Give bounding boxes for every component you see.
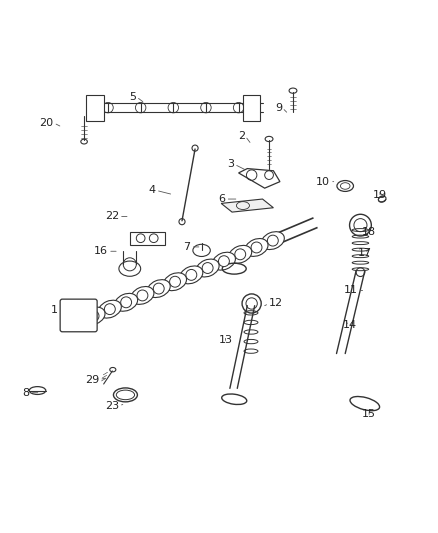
Text: 22: 22 [105,212,119,221]
Ellipse shape [115,293,138,311]
Text: 11: 11 [344,286,358,295]
Text: 16: 16 [94,246,108,256]
Ellipse shape [121,297,131,308]
Text: 18: 18 [362,227,376,237]
Text: 4: 4 [149,185,156,195]
Text: 3: 3 [227,159,234,169]
Ellipse shape [212,252,236,270]
Text: 1: 1 [51,305,58,315]
Text: 8: 8 [22,387,30,398]
Text: 2: 2 [238,131,245,141]
Text: 7: 7 [184,242,191,252]
Ellipse shape [170,276,180,287]
Text: 29: 29 [85,375,99,385]
Text: 6: 6 [219,194,226,204]
Polygon shape [221,199,273,212]
Ellipse shape [99,300,121,318]
Ellipse shape [267,235,278,246]
Ellipse shape [251,242,262,253]
Ellipse shape [82,307,105,325]
Bar [86,94,104,120]
Text: 5: 5 [129,92,136,102]
Text: 17: 17 [358,248,372,259]
Ellipse shape [137,290,148,301]
Bar [243,94,260,120]
Ellipse shape [196,259,219,277]
Ellipse shape [245,239,268,256]
Ellipse shape [131,287,154,304]
Ellipse shape [153,283,164,294]
Ellipse shape [229,245,252,263]
Ellipse shape [235,249,246,260]
Text: 15: 15 [362,409,376,419]
Text: 12: 12 [269,298,283,309]
FancyBboxPatch shape [60,299,97,332]
Ellipse shape [186,270,197,280]
Ellipse shape [163,273,187,290]
Text: 9: 9 [275,103,282,112]
Text: 23: 23 [105,401,119,411]
Ellipse shape [104,304,115,314]
Ellipse shape [219,256,230,266]
Bar [130,232,165,245]
Text: 13: 13 [219,335,233,345]
Text: 19: 19 [373,190,387,200]
Ellipse shape [202,263,213,273]
Ellipse shape [147,280,170,297]
Ellipse shape [180,266,203,284]
Text: 10: 10 [316,176,330,187]
Text: 20: 20 [39,118,53,128]
Polygon shape [239,168,280,188]
Ellipse shape [88,311,99,321]
Text: 14: 14 [343,320,357,330]
Ellipse shape [261,232,284,249]
